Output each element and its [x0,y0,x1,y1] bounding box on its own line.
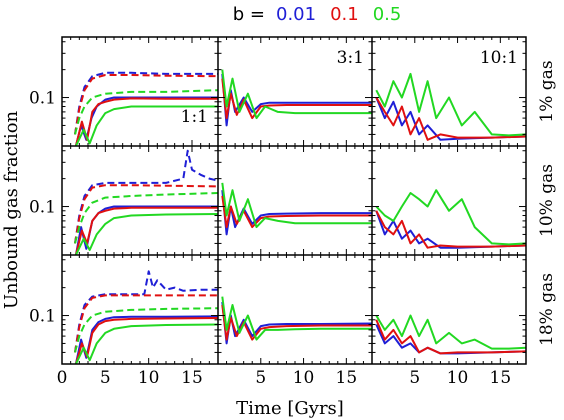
solid-series-line-b0.01-panel-2-0 [74,315,218,364]
ticks-panel-1-1 [218,146,372,255]
x-tick-label-5-col-0: 5 [100,368,111,388]
y-tick-label-row-0: 0.1 [29,89,56,109]
panel-1-0 [74,149,218,255]
x-tick-label-0-col-0: 0 [57,368,68,388]
ticks-panel-0-1 [218,37,372,146]
solid-series-line-b0.1-panel-1-0 [74,206,218,255]
legend: b = 0.01 0.1 0.5 [233,4,402,25]
x-tick-label-15-col-2: 15 [490,368,512,388]
panel-2-0 [74,270,218,364]
solid-series-line-b0.5-panel-1-2 [375,189,526,246]
x-tick-label-15-col-1: 15 [336,368,358,388]
y-tick-label-row-2: 0.1 [29,307,56,327]
x-tick-label-5-col-2: 5 [409,368,420,388]
ticks-panel-0-0 [62,37,218,146]
solid-series-line-b0.1-panel-1-1 [221,195,372,229]
ticks-panel-2-1 [218,255,372,364]
x-tick-label-10-col-2: 10 [447,368,469,388]
panel-0-1 [221,69,372,127]
ticks-panel-2-2 [372,255,526,364]
x-axis-label: Time [Gyrs] [236,398,344,419]
solid-series-line-b0.5-panel-0-1 [221,69,372,120]
panel-2-1 [221,296,372,345]
ticks-panel-1-2 [372,146,526,255]
solid-series-line-b0.01-panel-1-2 [375,210,526,249]
solid-series-line-b0.1-panel-1-2 [375,210,526,249]
solid-series-line-b0.1-panel-2-2 [375,319,526,355]
dashed-series-line-b0.1-panel-2-0 [74,294,218,353]
solid-series-line-b0.5-panel-1-1 [221,182,372,229]
column-title-0: 1:1 [181,107,208,127]
row-title-2: 18% gas [537,273,557,346]
solid-series-line-b0.5-panel-1-0 [74,213,218,255]
ticks-panel-2-0 [62,255,218,364]
dashed-series-line-b0.5-panel-2-0 [74,307,218,353]
ticks-panel-0-2 [372,37,526,146]
row-title-0: 1% gas [537,60,557,122]
dashed-series-line-b0.1-panel-0-0 [74,74,218,135]
x-tick-label-15-col-0: 15 [181,368,203,388]
dashed-series-line-b0.5-panel-0-0 [74,89,218,135]
solid-series-line-b0.5-panel-0-0 [74,105,218,146]
solid-series-line-b0.1-panel-0-2 [375,96,526,141]
panel-1-2 [375,189,526,249]
solid-series-line-b0.1-panel-2-1 [221,304,372,341]
column-title-1: 3:1 [337,48,364,68]
dashed-series-line-b0.01-panel-2-0 [74,270,218,353]
panel-0-2 [375,72,526,141]
legend-prefix: b = [233,4,265,25]
row-title-1: 10% gas [537,164,557,237]
solid-series-line-b0.5-panel-2-0 [74,323,218,364]
panel-2-2 [375,314,526,355]
panel-1-1 [221,182,372,236]
dashed-series-line-b0.5-panel-1-0 [74,192,218,244]
y-axis-label: Unbound gas fraction [1,110,22,309]
x-tick-label-10-col-0: 10 [138,368,160,388]
y-tick-label-row-1: 0.1 [29,198,56,218]
solid-series-line-b0.5-panel-2-1 [221,296,372,341]
solid-series-line-b0.5-panel-0-2 [375,72,526,137]
column-title-2: 10:1 [480,48,518,68]
solid-series-line-b0.1-panel-0-1 [221,78,372,120]
ticks-panel-1-0 [62,146,218,255]
x-tick-label-5-col-1: 5 [255,368,266,388]
dashed-series-line-b0.01-panel-1-0 [74,149,218,244]
legend-item-0.1: 0.1 [330,4,359,25]
x-tick-label-10-col-1: 10 [293,368,315,388]
dashed-series-line-b0.01-panel-0-0 [74,71,218,135]
legend-item-0.5: 0.5 [373,4,402,25]
plot-frame [61,36,527,365]
solid-series-line-b0.5-panel-2-2 [375,314,526,350]
dashed-series-line-b0.1-panel-1-0 [74,184,218,244]
legend-item-0.01: 0.01 [276,4,316,25]
panel-0-0 [74,71,218,146]
